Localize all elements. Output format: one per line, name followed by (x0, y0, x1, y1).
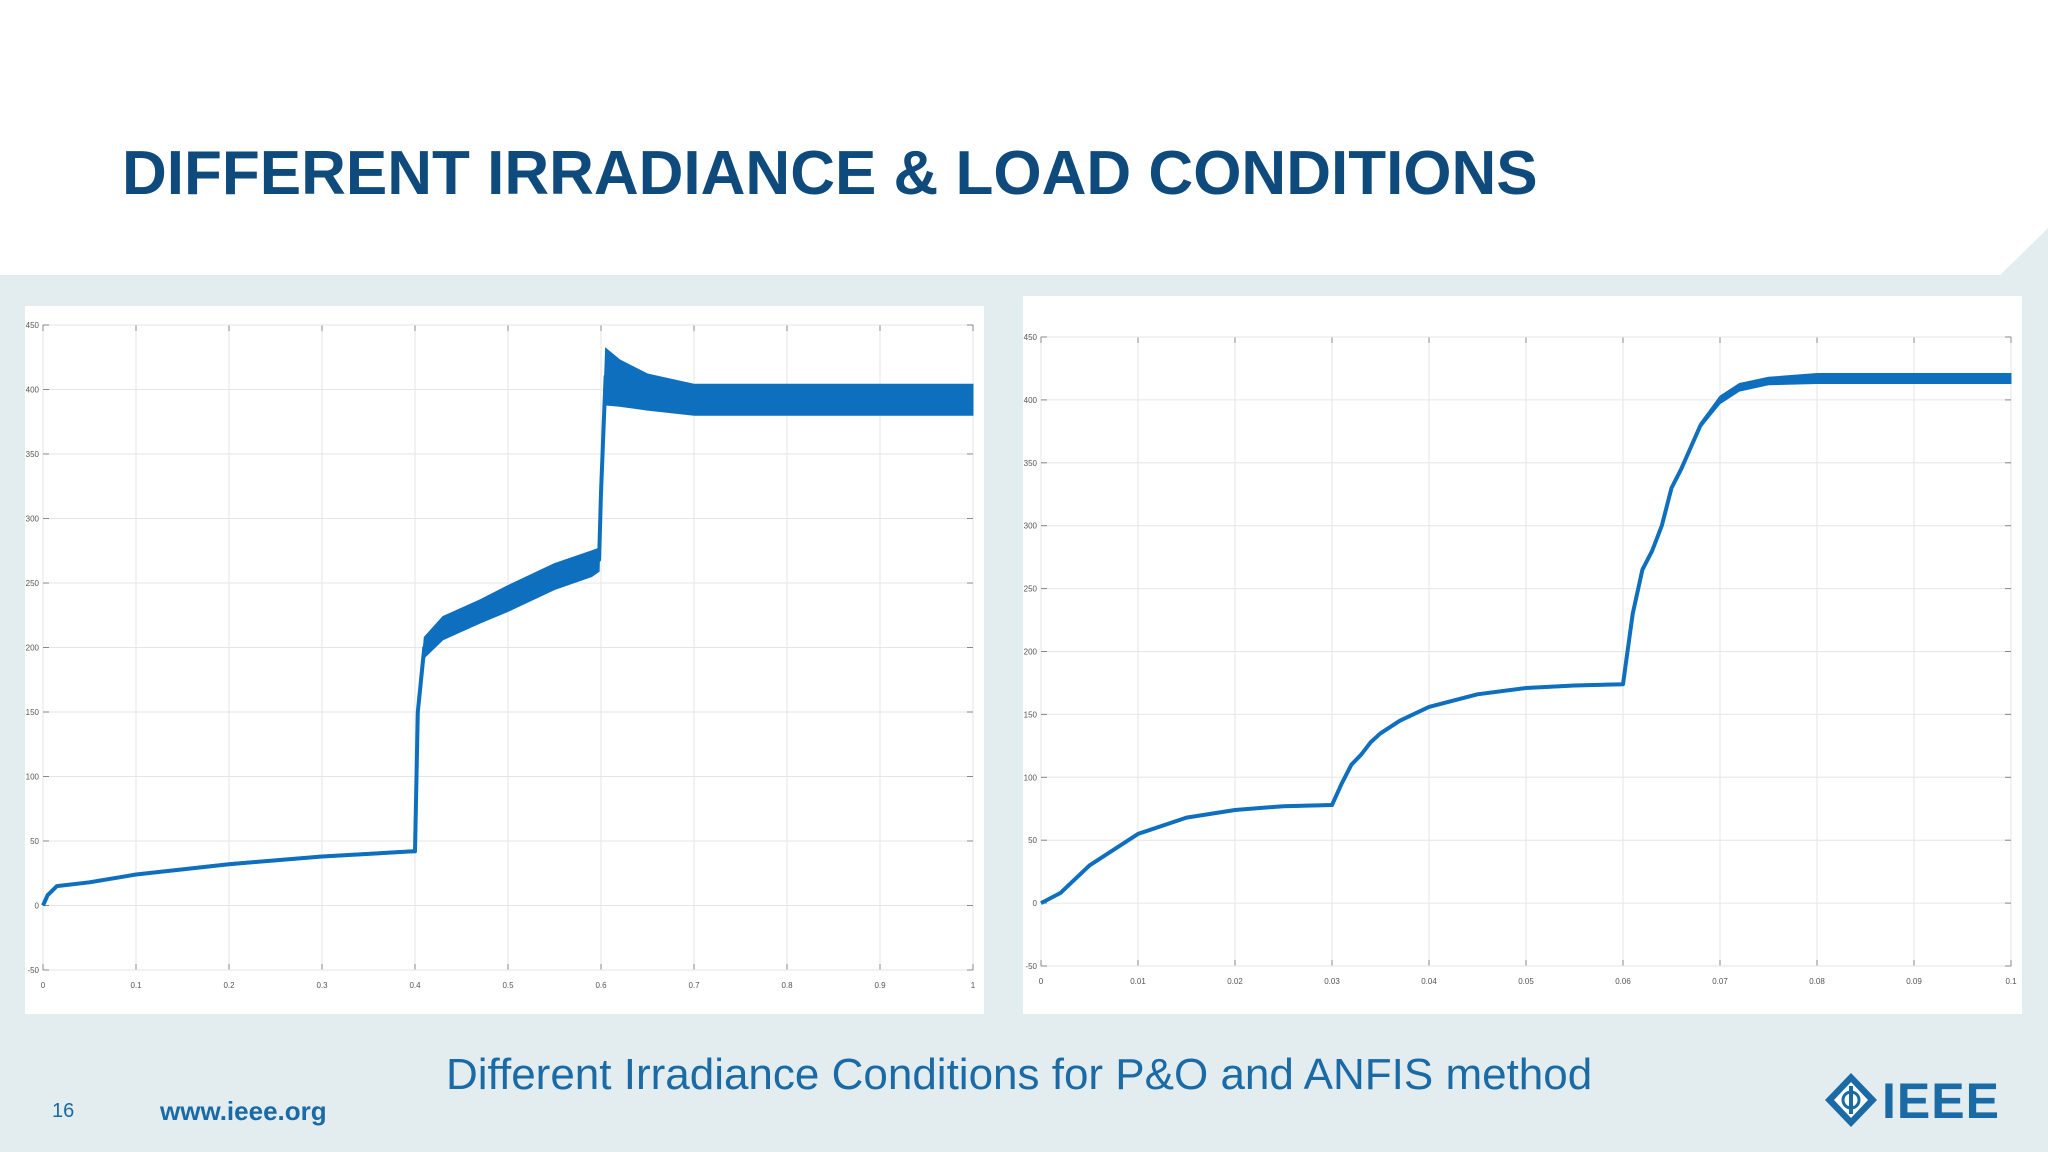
y-tick-label: 300 (1024, 522, 1038, 531)
x-tick-label: 0.2 (223, 981, 235, 990)
y-tick-label: 200 (26, 644, 40, 653)
x-tick-label: 0 (41, 981, 46, 990)
chart-anfis: 0 0.01 0.02 0.03 0.04 0.05 0.06 0.07 0.08 0.09 0.1… (1024, 333, 2017, 986)
y-tick-label: 400 (26, 386, 40, 395)
x-tick-label: 0.06 (1615, 977, 1631, 986)
y-tick-label: 350 (1024, 459, 1038, 468)
x-tick-label: 0.3 (316, 981, 328, 990)
y-tick-label: 450 (1024, 333, 1038, 342)
x-tick-label: 0.8 (781, 981, 793, 990)
chart-po: 0 0.1 0.2 0.3 0.4 0.5 0.6 0.7 0.8 0.9 1-5005010015… (26, 321, 976, 990)
x-tick-label: 0.1 (2005, 977, 2017, 986)
x-tick-label: 0 (1039, 977, 1044, 986)
y-tick-label: 250 (1024, 585, 1038, 594)
y-tick-label: 100 (26, 773, 40, 782)
x-tick-label: 0.04 (1421, 977, 1437, 986)
x-tick-label: 0.5 (502, 981, 514, 990)
ieee-logo: IEEE (1822, 1070, 2007, 1130)
y-tick-label: 50 (1028, 836, 1037, 845)
x-tick-label: 0.4 (409, 981, 421, 990)
chart-panel-anfis: 0 0.01 0.02 0.03 0.04 0.05 0.06 0.07 0.08 0.09 0.1… (1023, 296, 2022, 1014)
y-tick-label: 200 (1024, 648, 1038, 657)
y-tick-label: -50 (1025, 962, 1037, 971)
y-tick-label: 0 (1033, 899, 1038, 908)
figure-caption: Different Irradiance Conditions for P&O … (446, 1050, 1593, 1099)
x-tick-label: 0.07 (1712, 977, 1728, 986)
x-tick-label: 0.6 (595, 981, 607, 990)
x-tick-label: 0.05 (1518, 977, 1534, 986)
slide-title: DIFFERENT IRRADIANCE & LOAD CONDITIONS (122, 139, 1538, 208)
x-tick-label: 0.01 (1130, 977, 1146, 986)
y-tick-label: 300 (26, 515, 40, 524)
y-tick-label: 150 (26, 708, 40, 717)
x-tick-label: 0.1 (130, 981, 142, 990)
ieee-diamond-icon (1825, 1073, 1877, 1127)
ieee-wordmark: IEEE (1882, 1073, 2000, 1129)
y-tick-label: 450 (26, 321, 40, 330)
x-tick-label: 0.08 (1809, 977, 1825, 986)
x-tick-label: 0.02 (1227, 977, 1243, 986)
series-line (1040, 376, 2011, 905)
x-tick-label: 0.09 (1906, 977, 1922, 986)
page-number: 16 (52, 1100, 75, 1122)
y-tick-label: 400 (1024, 396, 1038, 405)
y-tick-label: 350 (26, 450, 40, 459)
y-tick-label: -50 (27, 966, 39, 975)
chart-panel-po: 0 0.1 0.2 0.3 0.4 0.5 0.6 0.7 0.8 0.9 1 -50 0 50 100 15… (25, 306, 984, 1014)
y-tick-label: 100 (1024, 773, 1038, 782)
x-tick-label: 0.03 (1324, 977, 1340, 986)
y-tick-label: 50 (30, 837, 39, 846)
series-line (41, 374, 973, 907)
y-tick-label: 0 (35, 902, 40, 911)
website-link[interactable]: www.ieee.org (160, 1096, 327, 1126)
x-tick-label: 0.7 (688, 981, 700, 990)
y-tick-label: 150 (1024, 710, 1038, 719)
x-tick-label: 1 (971, 981, 976, 990)
x-tick-label: 0.9 (874, 981, 886, 990)
y-tick-label: 250 (26, 579, 40, 588)
